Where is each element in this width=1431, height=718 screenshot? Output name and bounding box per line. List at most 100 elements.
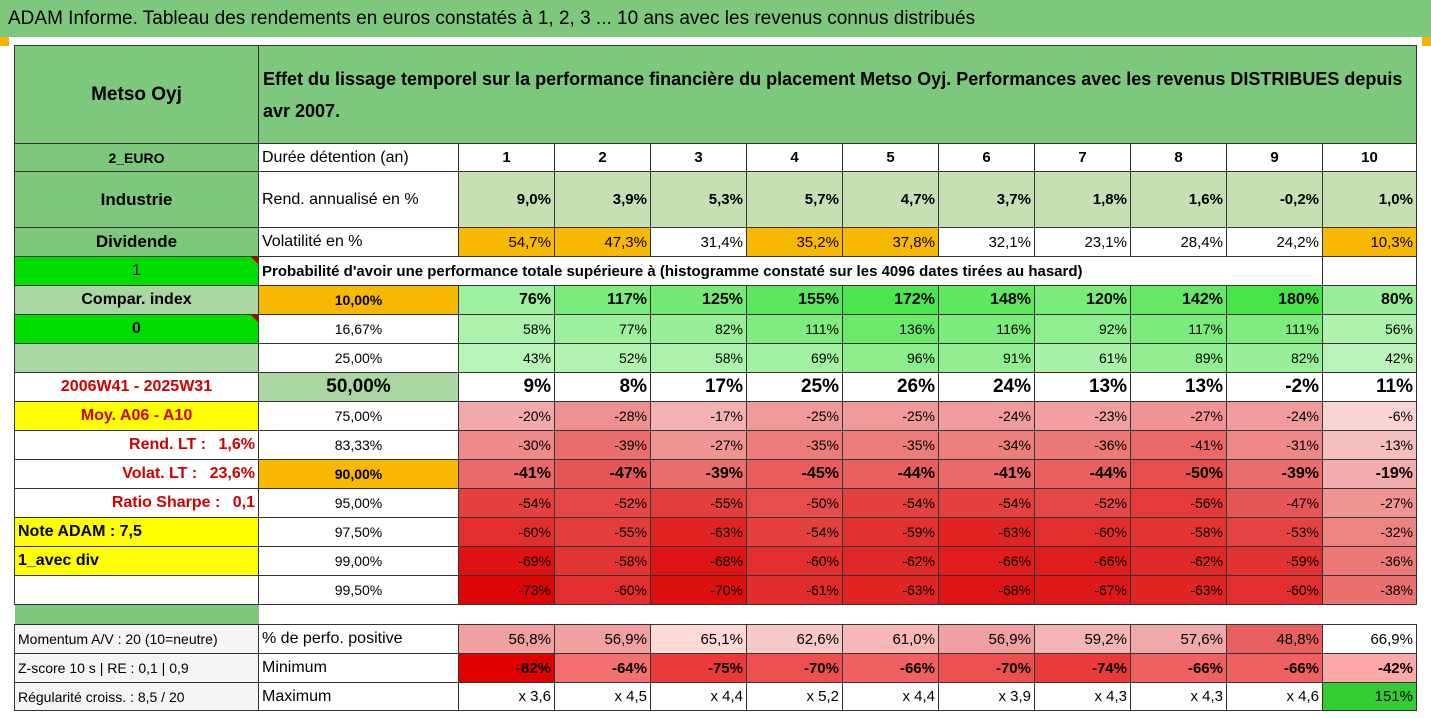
avec-div: 1_avec div <box>14 546 259 576</box>
max-value: x 4,6 <box>1226 682 1323 711</box>
percentile-value: -60% <box>1034 517 1131 547</box>
percentile-value: -60% <box>746 546 843 576</box>
percentile-value: 89% <box>1130 343 1227 373</box>
percentile-value: 116% <box>938 314 1035 344</box>
min-value: -70% <box>746 653 843 683</box>
vol-value: 28,4% <box>1130 227 1227 257</box>
percentile-value: -69% <box>458 546 555 576</box>
max-value: x 4,5 <box>554 682 651 711</box>
percentile-value: -63% <box>938 517 1035 547</box>
percentile-value: -59% <box>1226 546 1323 576</box>
percentile-value: 61% <box>1034 343 1131 373</box>
percentile-value: 92% <box>1034 314 1131 344</box>
percentile-value: -60% <box>1226 575 1323 605</box>
headline: Effet du lissage temporel sur la perform… <box>258 45 1417 144</box>
percentile-value: -68% <box>938 575 1035 605</box>
percentile-value: 180% <box>1226 285 1323 315</box>
pos-value: 66,9% <box>1322 624 1417 654</box>
pos-value: 48,8% <box>1226 624 1323 654</box>
percentile-value: -6% <box>1322 401 1417 431</box>
percentile-value: -61% <box>746 575 843 605</box>
max-value: x 4,4 <box>650 682 747 711</box>
percentile-value: -39% <box>1226 459 1323 489</box>
percentile-value: -19% <box>1322 459 1417 489</box>
percentile-value: -41% <box>1130 430 1227 460</box>
spacer-cell <box>259 605 1417 625</box>
rend-value: 5,7% <box>746 171 843 228</box>
vol-value: 24,2% <box>1226 227 1323 257</box>
volat-lt-label: Volat. LT : <box>122 465 198 482</box>
currency-label: 2_EURO <box>14 143 259 172</box>
pos-value: 59,2% <box>1034 624 1131 654</box>
percentile-value: -62% <box>842 546 939 576</box>
percentile-value: -47% <box>1226 488 1323 518</box>
percentile-value: -25% <box>842 401 939 431</box>
vol-value: 10,3% <box>1322 227 1417 257</box>
pos-value: 61,0% <box>842 624 939 654</box>
max-label: Maximum <box>258 682 459 711</box>
dividend-label: Dividende <box>14 227 259 257</box>
rend-label: Rend. annualisé en % <box>258 171 459 228</box>
percentile-value: 24% <box>938 372 1035 402</box>
percentile-value: -36% <box>1322 546 1417 576</box>
min-value: -66% <box>1130 653 1227 683</box>
rend-lt-value: 1,6% <box>214 436 255 453</box>
percentile-value: -66% <box>938 546 1035 576</box>
company-name: Metso Oyj <box>14 45 259 144</box>
rend-value: 1,6% <box>1130 171 1227 228</box>
percentile-value: 26% <box>842 372 939 402</box>
vol-value: 54,7% <box>458 227 555 257</box>
pos-value: 62,6% <box>746 624 843 654</box>
percentile-value: -39% <box>650 459 747 489</box>
percentile-value: -24% <box>938 401 1035 431</box>
percentile-value: -53% <box>1226 517 1323 547</box>
percentile-value: -54% <box>842 488 939 518</box>
rend-value: 4,7% <box>842 171 939 228</box>
percentile-value: 111% <box>746 314 843 344</box>
rend-value: 3,9% <box>554 171 651 228</box>
report-title: ADAM Informe. Tableau des rendements en … <box>0 0 1431 37</box>
percentile-value: -27% <box>1322 488 1417 518</box>
empty-cell <box>1322 256 1417 286</box>
duration-label: Durée détention (an) <box>258 143 459 172</box>
year-header-7: 7 <box>1034 143 1131 172</box>
percentile-value: -27% <box>1130 401 1227 431</box>
sector-label: Industrie <box>14 171 259 228</box>
pos-value: 65,1% <box>650 624 747 654</box>
percentile-label: 83,33% <box>258 430 459 460</box>
volat-lt-value: 23,6% <box>205 465 255 482</box>
vol-value: 37,8% <box>842 227 939 257</box>
min-value: -70% <box>938 653 1035 683</box>
percentile-value: -31% <box>1226 430 1323 460</box>
corner-marker-right <box>1422 37 1431 46</box>
year-header-4: 4 <box>746 143 843 172</box>
percentile-value: -41% <box>938 459 1035 489</box>
vol-value: 23,1% <box>1034 227 1131 257</box>
percentile-value: -55% <box>650 488 747 518</box>
percentile-value: 120% <box>1034 285 1131 315</box>
momentum-label: Momentum A/V : 20 (10=neutre) <box>14 624 259 654</box>
percentile-value: -38% <box>1322 575 1417 605</box>
percentile-value: -54% <box>746 517 843 547</box>
percentile-value: 52% <box>554 343 651 373</box>
percentile-value: -58% <box>1130 517 1227 547</box>
regularite-label: Régularité croiss. : 8,5 / 20 <box>14 682 259 711</box>
percentile-value: -30% <box>458 430 555 460</box>
percentile-value: 25% <box>746 372 843 402</box>
percentile-value: -47% <box>554 459 651 489</box>
percentile-value: -70% <box>650 575 747 605</box>
year-header-1: 1 <box>458 143 555 172</box>
year-header-10: 10 <box>1322 143 1417 172</box>
percentile-label: 99,00% <box>258 546 459 576</box>
percentile-value: 155% <box>746 285 843 315</box>
performance-table: Metso Oyj Effet du lissage temporel sur … <box>14 45 1417 711</box>
min-value: -75% <box>650 653 747 683</box>
percentile-label: 16,67% <box>258 314 459 344</box>
percentile-value: -36% <box>1034 430 1131 460</box>
max-value: x 4,4 <box>842 682 939 711</box>
year-header-3: 3 <box>650 143 747 172</box>
vol-value: 31,4% <box>650 227 747 257</box>
sharpe-value: 0,1 <box>228 494 255 511</box>
rend-value: -0,2% <box>1226 171 1323 228</box>
year-header-5: 5 <box>842 143 939 172</box>
